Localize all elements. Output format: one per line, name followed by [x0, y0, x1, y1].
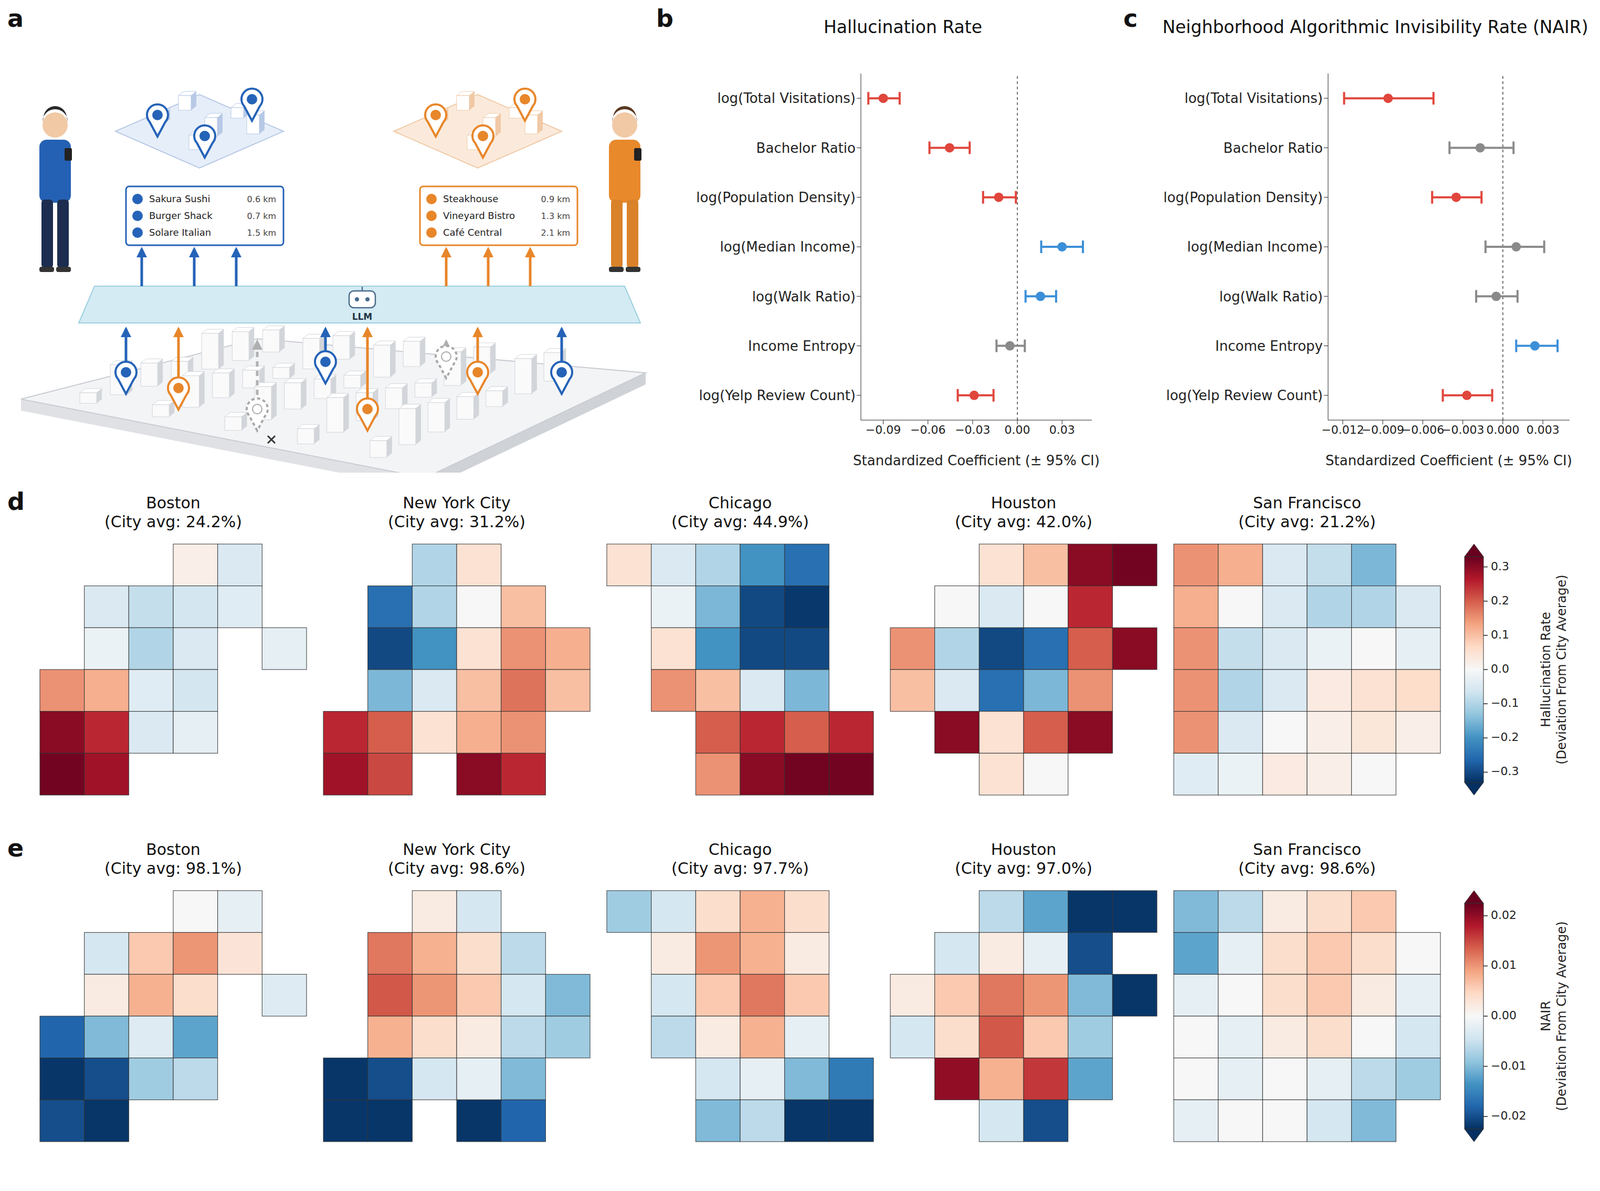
svg-text:−0.02: −0.02: [1490, 1108, 1526, 1122]
html-text:(City avg: 98.6%): (City avg: 98.6%): [387, 858, 526, 878]
html-text:Boston: Boston: [145, 493, 201, 512]
svg-text:Bachelor Ratio: Bachelor Ratio: [756, 140, 856, 156]
svg-text:0.0: 0.0: [1490, 661, 1510, 676]
svg-text:0.6 km: 0.6 km: [247, 194, 277, 205]
html-text:Houston: Houston: [990, 493, 1057, 512]
svg-text:NAIR(Deviation From City Avera: NAIR(Deviation From City Average): [1538, 920, 1570, 1111]
svg-text:0.00: 0.00: [1490, 1008, 1517, 1022]
html-text:(City avg: 97.0%): (City avg: 97.0%): [954, 858, 1093, 878]
svg-text:Standardized Coefficient (± 95: Standardized Coefficient (± 95% CI): [853, 452, 1100, 469]
svg-text:0.000: 0.000: [1486, 423, 1520, 437]
html-text:Neighborhood Algorithmic Invis: Neighborhood Algorithmic Invisibility Ra…: [1162, 16, 1589, 38]
svg-text:0.02: 0.02: [1490, 908, 1517, 922]
svg-text:log(Median Income): log(Median Income): [720, 238, 856, 255]
svg-text:0.2: 0.2: [1490, 593, 1510, 607]
html-text:Chicago: Chicago: [708, 839, 772, 859]
svg-text:log(Walk Ratio): log(Walk Ratio): [752, 288, 856, 305]
svg-text:0.00: 0.00: [1004, 423, 1031, 437]
svg-text:1.5 km: 1.5 km: [247, 227, 277, 238]
svg-text:−0.2: −0.2: [1490, 730, 1519, 744]
svg-text:−0.012: −0.012: [1321, 423, 1364, 437]
html-text:(City avg: 42.0%): (City avg: 42.0%): [954, 512, 1093, 531]
svg-text:Sakura Sushi: Sakura Sushi: [149, 193, 211, 205]
svg-text:−0.01: −0.01: [1490, 1058, 1526, 1072]
html-text:c: c: [1123, 4, 1138, 33]
html-text:(City avg: 98.1%): (City avg: 98.1%): [104, 858, 242, 878]
svg-text:Income Entropy: Income Entropy: [1215, 338, 1323, 354]
svg-text:log(Population Density): log(Population Density): [1163, 189, 1323, 206]
svg-text:0.7 km: 0.7 km: [247, 211, 277, 221]
svg-text:1.3 km: 1.3 km: [541, 211, 571, 221]
html-text:d: d: [7, 487, 25, 516]
html-text:e: e: [7, 833, 24, 862]
svg-text:−0.006: −0.006: [1401, 423, 1445, 437]
svg-text:−0.09: −0.09: [865, 423, 901, 437]
html-text:Houston: Houston: [990, 839, 1057, 859]
svg-text:−0.003: −0.003: [1441, 423, 1484, 437]
svg-text:−0.06: −0.06: [910, 423, 946, 437]
svg-text:log(Yelp Review Count): log(Yelp Review Count): [1165, 387, 1323, 404]
svg-text:−0.03: −0.03: [954, 423, 991, 437]
svg-text:log(Population Density): log(Population Density): [696, 189, 856, 206]
svg-text:Café Central: Café Central: [443, 226, 502, 238]
svg-text:0.9 km: 0.9 km: [541, 194, 571, 205]
html-text:San Francisco: San Francisco: [1253, 493, 1362, 512]
svg-text:log(Median Income): log(Median Income): [1187, 238, 1323, 255]
svg-text:Income Entropy: Income Entropy: [748, 338, 856, 354]
html-text:(City avg: 21.2%): (City avg: 21.2%): [1238, 512, 1376, 531]
svg-text:−0.1: −0.1: [1490, 696, 1519, 710]
svg-text:Vineyard Bistro: Vineyard Bistro: [443, 209, 515, 221]
html-text:Hallucination Rate: Hallucination Rate: [823, 16, 983, 38]
svg-text:log(Total Visitations): log(Total Visitations): [1184, 90, 1323, 107]
svg-text:0.01: 0.01: [1490, 958, 1517, 972]
svg-text:Solare Italian: Solare Italian: [149, 226, 212, 238]
html-text:Chicago: Chicago: [708, 493, 772, 512]
svg-text:0.03: 0.03: [1049, 423, 1076, 437]
html-text:b: b: [656, 4, 674, 33]
html-text:Boston: Boston: [145, 839, 201, 859]
svg-text:Steakhouse: Steakhouse: [443, 193, 499, 205]
svg-text:−0.009: −0.009: [1361, 423, 1404, 437]
svg-text:0.003: 0.003: [1526, 423, 1560, 437]
html-text:New York City: New York City: [402, 839, 511, 859]
html-text:San Francisco: San Francisco: [1253, 839, 1362, 859]
svg-text:Hallucination Rate(Deviation F: Hallucination Rate(Deviation From City A…: [1538, 574, 1570, 764]
html-text:New York City: New York City: [402, 493, 511, 512]
html-text:(City avg: 97.7%): (City avg: 97.7%): [671, 858, 809, 878]
html-text:(City avg: 98.6%): (City avg: 98.6%): [1238, 858, 1376, 878]
svg-text:LLM: LLM: [352, 311, 373, 322]
svg-text:Bachelor Ratio: Bachelor Ratio: [1223, 140, 1323, 156]
html-text:(City avg: 44.9%): (City avg: 44.9%): [671, 512, 809, 531]
html-text:a: a: [7, 4, 24, 33]
html-text:(City avg: 24.2%): (City avg: 24.2%): [104, 512, 242, 531]
svg-text:2.1 km: 2.1 km: [541, 227, 571, 238]
svg-text:0.3: 0.3: [1490, 559, 1510, 573]
svg-text:log(Walk Ratio): log(Walk Ratio): [1219, 288, 1323, 305]
svg-text:0.1: 0.1: [1490, 627, 1510, 641]
svg-text:Standardized Coefficient (± 95: Standardized Coefficient (± 95% CI): [1325, 452, 1573, 469]
svg-text:−0.3: −0.3: [1490, 764, 1519, 778]
svg-text:Burger Shack: Burger Shack: [149, 209, 213, 221]
html-text:(City avg: 31.2%): (City avg: 31.2%): [387, 512, 526, 531]
svg-text:log(Yelp Review Count): log(Yelp Review Count): [698, 387, 856, 404]
svg-text:log(Total Visitations): log(Total Visitations): [717, 90, 856, 107]
